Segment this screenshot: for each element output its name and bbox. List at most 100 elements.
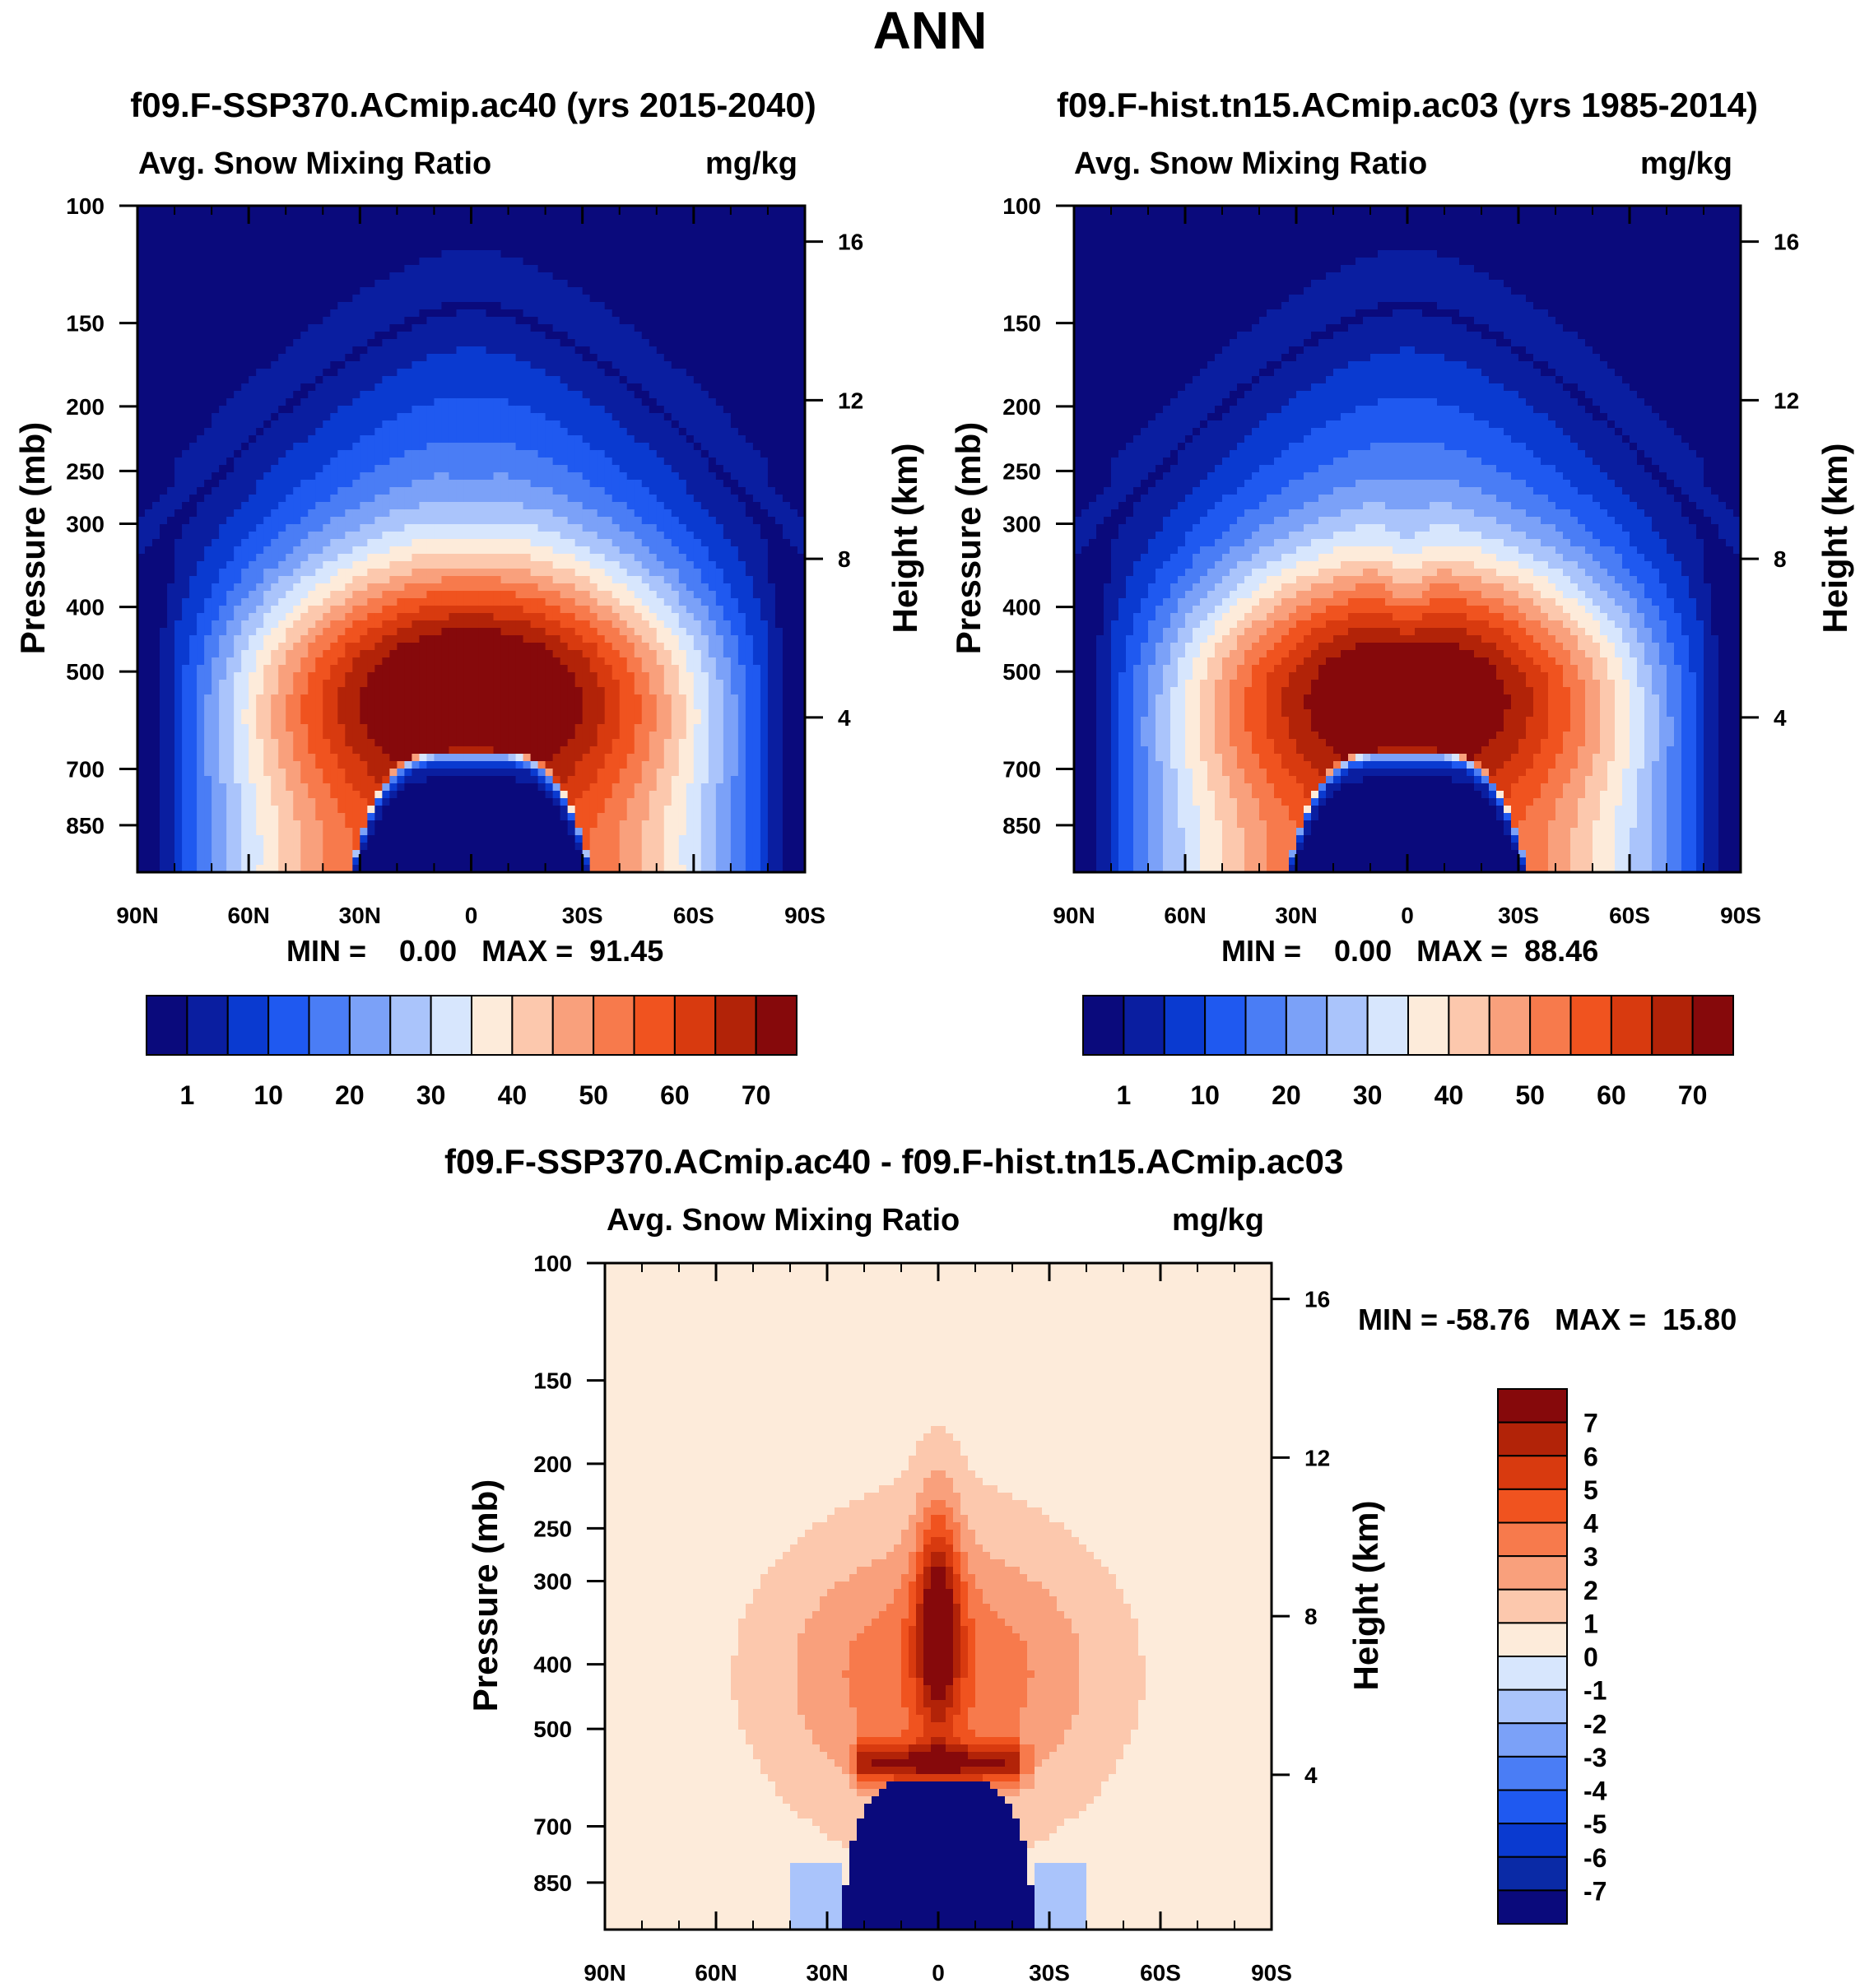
panel2-y-tick-label: 500 (1002, 659, 1041, 685)
panel2-y-tick-label: 400 (1002, 595, 1041, 620)
panel2-colorbar-box (1691, 995, 1734, 1056)
panel2-colorbar-label: 50 (1515, 1080, 1545, 1110)
panel2-y2-tick-label: 12 (1774, 388, 1799, 413)
panel3-colorbar-box (1497, 1856, 1568, 1892)
panel3-colorbar-box (1497, 1521, 1568, 1558)
panel2-variable-label: Avg. Snow Mixing Ratio (1074, 146, 1427, 182)
panel2-y-tick-label: 200 (1002, 394, 1041, 420)
panel3-colorbar-label: 6 (1583, 1442, 1598, 1471)
panel2-x-tick-label: 30N (1275, 903, 1317, 928)
panel1-y-tick-label: 300 (66, 511, 105, 536)
panel2-x-tick-label: 90N (1053, 903, 1095, 928)
panel1-colorbar-label: 50 (579, 1080, 608, 1110)
panel1-colorbar-box (267, 995, 310, 1056)
panel1-colorbar-label: 70 (742, 1080, 771, 1110)
panel2-colorbar-label: 20 (1272, 1080, 1301, 1110)
panel3-colorbar-box (1497, 1421, 1568, 1457)
panel1-x-tick-label: 60S (673, 903, 714, 928)
panel3-colorbar-label: -5 (1583, 1809, 1607, 1839)
panel2-colorbar-box (1366, 995, 1409, 1056)
panel2-colorbar-box (1448, 995, 1490, 1056)
panel1-colorbar-label: 1 (179, 1080, 194, 1110)
panel3-colorbar-label: -4 (1583, 1777, 1607, 1806)
panel1-min-max: MIN = 0.00 MAX = 91.45 (286, 934, 663, 968)
panel2-colorbar-box (1407, 995, 1450, 1056)
panel1-colorbar-box (633, 995, 676, 1056)
panel1-x-tick-label: 0 (465, 903, 478, 928)
panel2-units-label: mg/kg (1640, 146, 1732, 182)
panel3-x-tick-label: 90N (584, 1960, 625, 1986)
panel1-x-tick-label: 90N (116, 903, 158, 928)
panel1-colorbar-label: 20 (335, 1080, 365, 1110)
panel3-y-tick-label: 250 (533, 1516, 572, 1541)
panel1-y-tick-label: 250 (66, 458, 105, 484)
panel3-title: f09.F-SSP370.ACmip.ac40 - f09.F-hist.tn1… (444, 1142, 1440, 1182)
panel3-y2-tick-label: 4 (1304, 1763, 1318, 1788)
panel1-contour-field (137, 206, 806, 873)
panel2-x-tick-label: 30S (1498, 903, 1539, 928)
panel1-y-tick-label: 500 (66, 659, 105, 685)
panel3-y-tick-label: 700 (533, 1814, 572, 1840)
panel1-colorbar-box (348, 995, 392, 1056)
panel3-x-tick-label: 60S (1140, 1960, 1181, 1986)
panel3-x-tick-label: 90S (1251, 1960, 1292, 1986)
panel3-y2-tick-label: 12 (1304, 1445, 1330, 1470)
panel3-colorbar-label: 2 (1583, 1576, 1598, 1605)
panel3-colorbar-label: 7 (1583, 1409, 1598, 1438)
panel2-y-tick-label: 300 (1002, 511, 1041, 536)
figure-title: ANN (0, 0, 1860, 61)
panel1-colorbar-box (755, 995, 797, 1056)
panel3-colorbar-label: 5 (1583, 1475, 1598, 1505)
panel2-colorbar-box (1488, 995, 1532, 1056)
panel3-colorbar-box (1497, 1488, 1568, 1524)
panel2-colorbar-box (1244, 995, 1287, 1056)
panel1-colorbar-label: 60 (660, 1080, 690, 1110)
panel2-y2-tick-label: 4 (1774, 705, 1787, 731)
panel2-colorbar-label: 1 (1116, 1080, 1131, 1110)
panel2-colorbar-label: 70 (1678, 1080, 1708, 1110)
panel1-y2-tick-label: 8 (838, 546, 851, 572)
panel3-colorbar-label: 3 (1583, 1542, 1598, 1572)
panel3-x-tick-label: 30S (1029, 1960, 1070, 1986)
panel3-y-tick-label: 100 (533, 1251, 572, 1276)
panel1-colorbar-box (226, 995, 270, 1056)
panel2-y-tick-label: 700 (1002, 757, 1041, 783)
panel1-colorbar-box (146, 995, 188, 1056)
panel1-y-tick-label: 150 (66, 311, 105, 337)
panel1-colorbar-box (471, 995, 514, 1056)
panel1-x-tick-label: 60N (227, 903, 269, 928)
panel3-colorbar-box (1497, 1823, 1568, 1858)
panel2-contour-field (1074, 206, 1741, 873)
panel3-colorbar-box (1497, 1455, 1568, 1490)
panel1-colorbar-label: 40 (498, 1080, 528, 1110)
panel3-colorbar-box (1497, 1656, 1568, 1691)
panel1-colorbar-box (308, 995, 351, 1056)
panel1-y-tick-label: 400 (66, 595, 105, 620)
panel1-title: f09.F-SSP370.ACmip.ac40 (yrs 2015-2040) (33, 86, 914, 125)
panel3-x-tick-label: 60N (695, 1960, 737, 1986)
panel2-y2-tick-label: 16 (1774, 230, 1799, 255)
panel3-variable-label: Avg. Snow Mixing Ratio (607, 1203, 960, 1238)
panel2-y-tick-label: 250 (1002, 458, 1041, 484)
panel1-y-tick-label: 700 (66, 757, 105, 783)
panel2-colorbar-box (1326, 995, 1369, 1056)
panel2-colorbar-box (1569, 995, 1612, 1056)
panel2-x-tick-label: 60N (1164, 903, 1206, 928)
panel2-y-tick-label: 850 (1002, 813, 1041, 838)
panel3-colorbar-label: 0 (1583, 1642, 1598, 1672)
panel2-colorbar-label: 30 (1353, 1080, 1383, 1110)
panel3-colorbar-label: -7 (1583, 1876, 1607, 1906)
panel3-y-tick-label: 400 (533, 1652, 572, 1678)
panel1-variable-label: Avg. Snow Mixing Ratio (138, 146, 491, 182)
panel2-x-tick-label: 0 (1401, 903, 1414, 928)
panel3-colorbar-box (1497, 1622, 1568, 1657)
panel3-colorbar-label: -3 (1583, 1743, 1607, 1772)
panel2-colorbar-label: 60 (1597, 1080, 1626, 1110)
panel2-x-tick-label: 60S (1609, 903, 1650, 928)
panel3-y-tick-label: 300 (533, 1568, 572, 1594)
panel3-y2-tick-label: 8 (1304, 1604, 1318, 1629)
panel3-units-label: mg/kg (1172, 1203, 1264, 1238)
panel1-colorbar-box (186, 995, 229, 1056)
panel3-colorbar-box (1497, 1889, 1568, 1925)
